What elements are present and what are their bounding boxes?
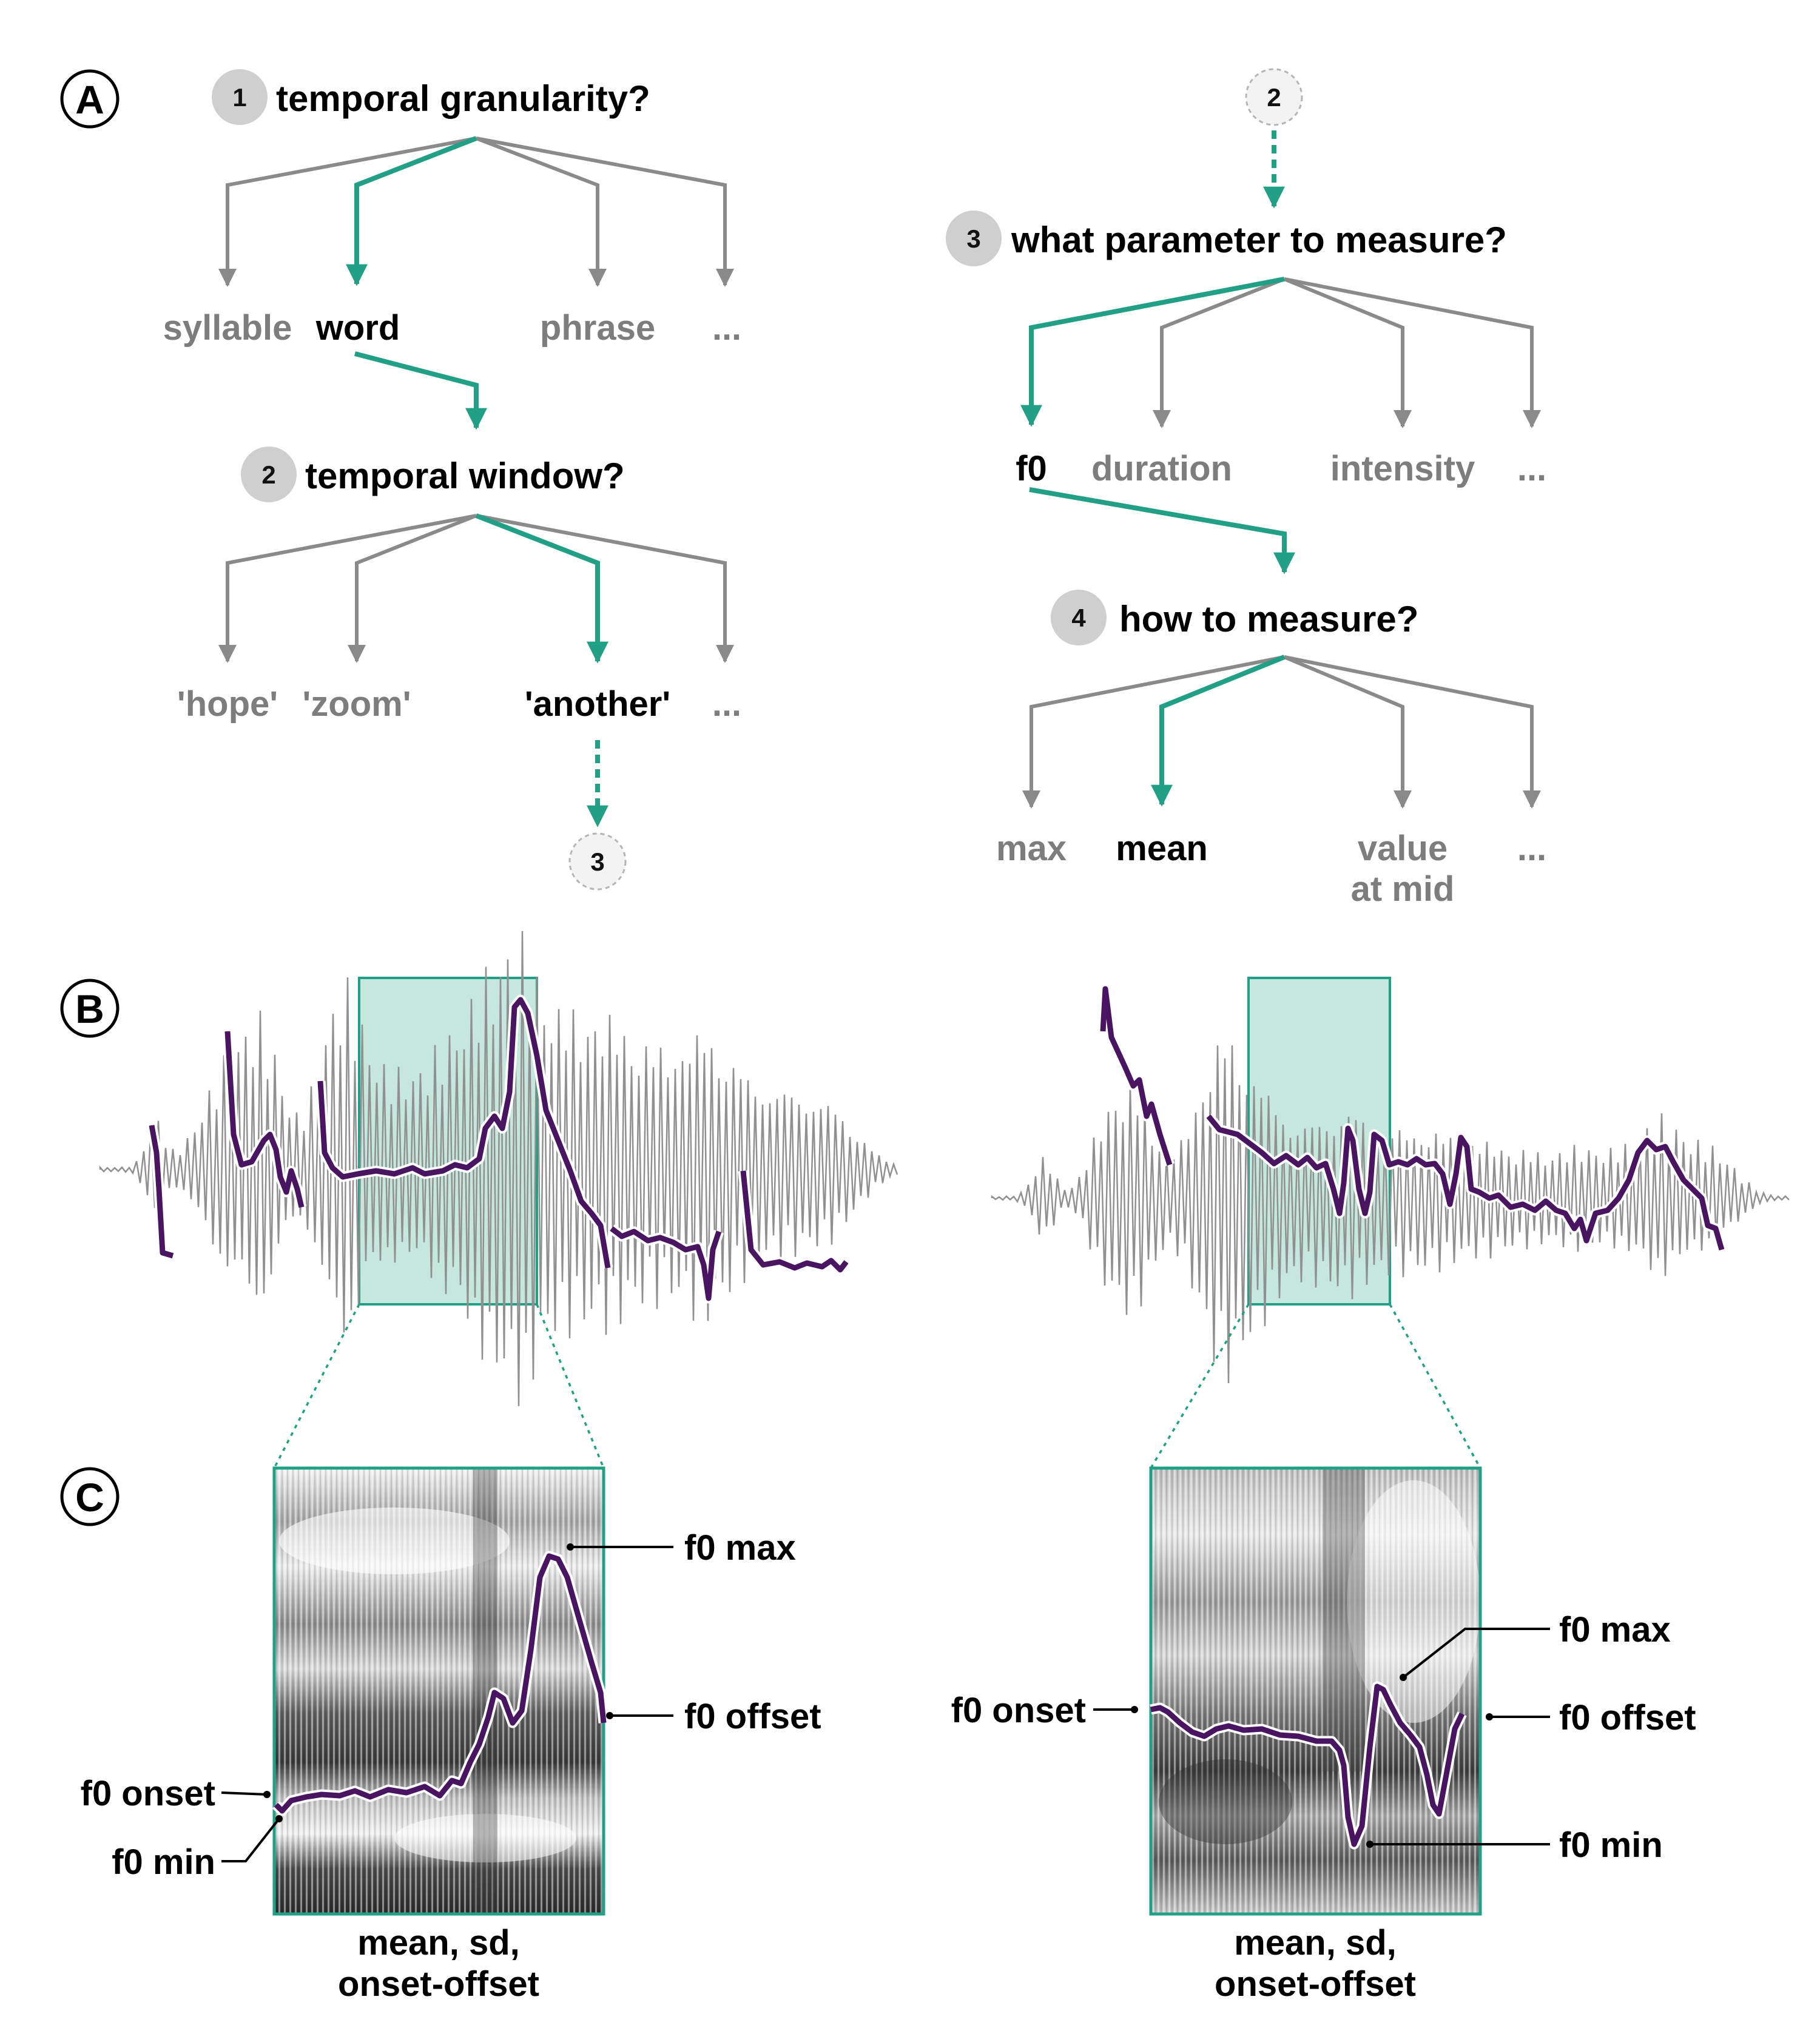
option-max: max: [996, 829, 1067, 868]
caption-right-line2: onset-offset: [1215, 1964, 1416, 2004]
question-2-text: temporal window?: [305, 456, 625, 496]
panel-label-b: B: [60, 979, 120, 1038]
label-f0-min-right: f0 min: [1559, 1825, 1663, 1865]
question-1-number: 1: [232, 83, 246, 112]
question-2: 2 temporal window?: [241, 446, 625, 502]
svg-text:A: A: [75, 77, 104, 122]
spectrogram-right-annotations: f0 max f0 offset f0 onset f0 min mean, s…: [951, 1610, 1696, 2004]
label-f0-min-left: f0 min: [112, 1842, 215, 1882]
option-duration: duration: [1091, 449, 1232, 488]
arrow-word-to-q2: [354, 351, 487, 430]
label-f0-offset-left: f0 offset: [684, 1697, 821, 1736]
zoom-lines: [273, 1304, 1481, 1469]
panel-b: B: [60, 931, 1790, 1469]
option-more: ...: [1517, 449, 1546, 488]
arrow-f0-to-q4: [1029, 487, 1295, 575]
svg-text:B: B: [75, 986, 104, 1031]
question-1-branches: [218, 136, 734, 287]
option-more: ...: [1517, 829, 1546, 868]
question-2-options: 'hope' 'zoom' 'another' ...: [177, 684, 741, 724]
option-phrase: phrase: [540, 308, 655, 348]
question-3-options: f0 duration intensity ...: [1016, 449, 1546, 488]
option-syllable: syllable: [163, 308, 292, 348]
label-f0-onset-right: f0 onset: [951, 1691, 1086, 1730]
spectrogram-left: [272, 1466, 609, 1916]
spectrogram-right: [1149, 1466, 1482, 1916]
option-intensity: intensity: [1330, 449, 1475, 488]
next-node-3: 3: [568, 832, 627, 891]
caption-right-line1: mean, sd,: [1234, 1923, 1397, 1963]
option-mean: mean: [1116, 829, 1208, 868]
option-word: word: [315, 308, 400, 348]
question-4-options: max mean value at mid ...: [996, 829, 1546, 909]
option-more: ...: [712, 308, 741, 348]
option-more: ...: [712, 684, 741, 724]
svg-text:C: C: [75, 1475, 104, 1520]
prev-node-2: 2: [1245, 68, 1303, 126]
label-f0-max-left: f0 max: [684, 1528, 796, 1568]
option-another: 'another': [525, 684, 670, 724]
option-f0: f0: [1016, 449, 1047, 488]
option-hope: 'hope': [177, 684, 278, 724]
question-2-number: 2: [261, 460, 275, 489]
label-f0-offset-right: f0 offset: [1559, 1698, 1696, 1737]
question-3: 3 what parameter to measure?: [946, 211, 1507, 266]
waveform-left: [99, 931, 898, 1406]
question-2-branches: [218, 513, 734, 664]
question-3-branches: [1020, 277, 1541, 428]
question-3-text: what parameter to measure?: [1011, 220, 1507, 260]
svg-text:2: 2: [1267, 83, 1281, 112]
caption-left-line2: onset-offset: [338, 1964, 539, 2004]
spectrogram-left-annotations: f0 max f0 offset f0 onset f0 min mean, s…: [81, 1528, 821, 2004]
option-value-at-mid-line1: value: [1358, 829, 1448, 868]
svg-text:3: 3: [590, 847, 604, 876]
caption-left-line1: mean, sd,: [357, 1923, 520, 1963]
question-4-branches: [1022, 655, 1541, 809]
option-zoom: 'zoom': [302, 684, 411, 724]
f0-contour-left: [146, 994, 851, 1304]
panel-label-a: A: [60, 69, 120, 129]
label-f0-onset-left: f0 onset: [81, 1774, 215, 1813]
question-1-options: syllable word phrase ...: [163, 308, 742, 348]
waveform-right: [991, 1045, 1790, 1384]
panel-a: A 1 temporal granularity? syllable word …: [60, 68, 1546, 909]
f0-contour-right: [1097, 983, 1727, 1252]
question-3-number: 3: [966, 224, 980, 253]
question-1: 1 temporal granularity?: [212, 69, 650, 125]
question-4-text: how to measure?: [1119, 599, 1418, 639]
panel-label-c: C: [60, 1467, 120, 1526]
question-4: 4 how to measure?: [1051, 590, 1418, 645]
option-value-at-mid-line2: at mid: [1351, 869, 1455, 909]
label-f0-max-right: f0 max: [1559, 1610, 1671, 1649]
panel-c: C f0 max f0 offset f0 onset f0 min: [60, 1466, 1696, 2004]
question-4-number: 4: [1071, 604, 1086, 632]
question-1-text: temporal granularity?: [276, 78, 650, 119]
